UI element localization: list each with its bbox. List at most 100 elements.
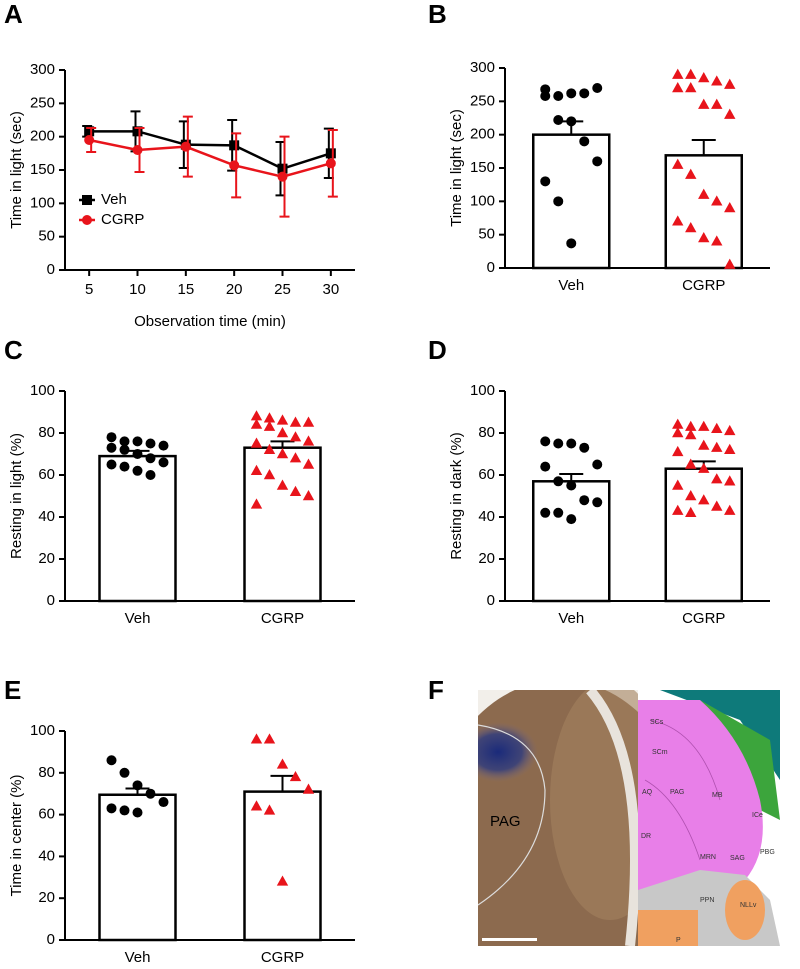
data-point — [106, 432, 117, 443]
y-tick-label: 50 — [38, 228, 55, 245]
y-tick-label: 80 — [38, 764, 55, 781]
data-point — [106, 459, 117, 470]
data-point — [250, 437, 263, 448]
data-point — [263, 420, 276, 431]
y-tick-label: 200 — [470, 126, 495, 143]
marker — [84, 126, 95, 137]
bar — [243, 446, 322, 603]
data-point — [263, 469, 276, 480]
y-tick-label: 250 — [470, 92, 495, 109]
x-tick-label: CGRP — [682, 610, 725, 627]
y-tick-label: 60 — [38, 466, 55, 483]
x-axis-title: Observation time (min) — [134, 313, 286, 330]
y-tick-label: 0 — [47, 592, 55, 609]
x-tick-label: CGRP — [261, 610, 304, 627]
data-point — [566, 88, 577, 99]
series-line — [89, 130, 332, 171]
data-point — [592, 497, 603, 508]
error-bar — [559, 472, 584, 482]
atlas-label: SCs — [650, 719, 664, 726]
y-tick-label: 20 — [478, 550, 495, 567]
data-point — [250, 464, 263, 475]
data-point — [289, 452, 302, 463]
atlas-label: PBG — [760, 849, 775, 856]
data-point — [276, 448, 289, 459]
data-point — [145, 788, 156, 799]
data-point — [250, 418, 263, 429]
y-tick-label: 100 — [470, 192, 495, 209]
data-point — [685, 168, 697, 179]
data-point — [540, 461, 551, 472]
x-tick-label: 25 — [274, 281, 291, 298]
data-point — [553, 115, 564, 125]
data-point — [119, 444, 130, 455]
atlas-label: PAG — [670, 789, 684, 796]
y-tick-label: 60 — [478, 466, 495, 483]
y-axis-title: Time in light (sec) — [448, 109, 465, 227]
data-point — [119, 767, 130, 778]
data-point — [579, 88, 590, 99]
data-point — [132, 436, 143, 447]
marker — [325, 158, 336, 169]
error-bar — [270, 774, 295, 792]
y-tick-label: 40 — [38, 847, 55, 864]
data-point — [250, 733, 263, 744]
data-point — [724, 78, 736, 89]
data-point — [672, 68, 684, 79]
data-point — [289, 416, 302, 427]
data-point — [250, 800, 263, 811]
data-point — [685, 490, 697, 501]
data-point — [592, 459, 603, 470]
data-point — [145, 470, 156, 480]
data-point — [302, 490, 315, 501]
data-point — [566, 480, 577, 491]
data-point — [698, 462, 710, 473]
panel-letter: C — [4, 335, 23, 365]
data-point — [289, 431, 302, 442]
atlas-label: ICe — [752, 812, 763, 819]
legend-marker — [82, 215, 92, 225]
data-point — [672, 504, 684, 515]
data-point — [579, 136, 590, 147]
atlas-label: P — [676, 937, 681, 944]
data-point — [566, 514, 577, 525]
marker — [132, 145, 143, 155]
data-point — [698, 439, 710, 450]
data-point — [566, 238, 577, 249]
data-point — [711, 75, 723, 86]
panel-letter: E — [4, 675, 21, 705]
atlas-label: DR — [641, 833, 651, 840]
data-point — [119, 461, 130, 472]
data-point — [711, 441, 723, 452]
panel-letter: B — [428, 0, 447, 29]
atlas-label: NLLv — [740, 902, 757, 909]
data-point — [540, 91, 551, 101]
data-point — [540, 507, 551, 518]
y-tick-label: 300 — [30, 61, 55, 78]
data-point — [158, 457, 169, 468]
data-point — [685, 68, 697, 79]
data-point — [302, 416, 315, 427]
x-tick-label: Veh — [558, 610, 584, 627]
data-point — [698, 72, 710, 83]
data-point — [119, 436, 130, 447]
x-tick-label: 15 — [177, 281, 194, 298]
data-point — [711, 235, 723, 246]
data-point — [698, 232, 710, 243]
data-point — [711, 98, 723, 109]
x-tick-label: CGRP — [261, 949, 304, 964]
data-point — [672, 158, 684, 169]
marker — [180, 141, 191, 152]
y-tick-label: 100 — [470, 382, 495, 399]
y-tick-label: 0 — [487, 259, 495, 276]
data-point — [672, 427, 684, 438]
data-point — [263, 412, 276, 423]
panel-letter: D — [428, 335, 447, 365]
y-tick-label: 0 — [487, 592, 495, 609]
data-point — [276, 875, 289, 886]
data-point — [276, 427, 289, 438]
marker — [229, 160, 240, 171]
data-point — [592, 83, 603, 93]
marker — [84, 135, 95, 145]
